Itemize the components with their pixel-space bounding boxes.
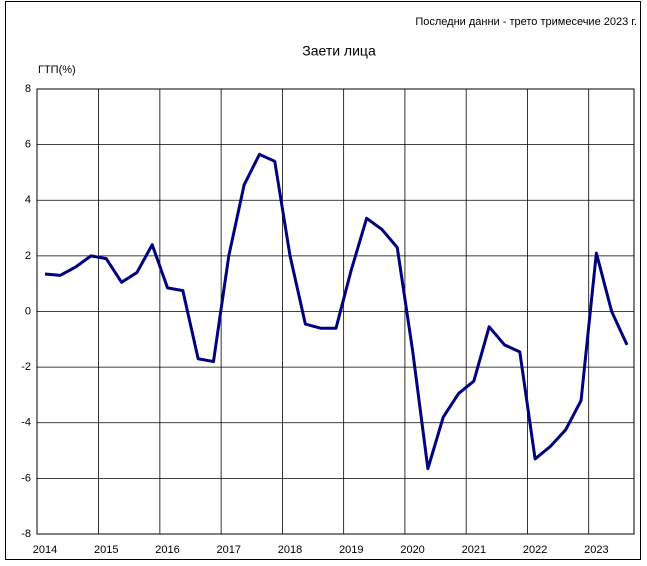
y-tick-label: 4 [25,194,31,206]
x-tick-label: 2020 [400,544,424,556]
y-tick-label: -8 [21,528,31,540]
x-tick-label: 2019 [339,544,363,556]
x-tick-label: 2021 [462,544,486,556]
x-tick-label: 2018 [278,544,302,556]
y-tick-label: 2 [25,250,31,262]
y-tick-label: -4 [21,417,31,429]
y-tick-label: 6 [25,139,31,151]
x-tick-label: 2016 [155,544,179,556]
x-tick-label: 2023 [584,544,608,556]
y-tick-label: 8 [25,83,31,95]
y-tick-label: 0 [25,305,31,317]
chart-subtitle: Последни данни - трето тримесечие 2023 г… [415,16,637,28]
x-tick-label: 2017 [217,544,241,556]
x-tick-label: 2014 [33,544,57,556]
x-tick-label: 2022 [523,544,547,556]
chart-title: Заети лица [302,43,376,59]
line-series [44,152,629,471]
frame [5,1,641,560]
y-tick-label: -6 [21,472,31,484]
y-tick-label: -2 [21,361,31,373]
y-axis-label: ГТП(%) [38,64,76,76]
x-tick-label: 2015 [94,544,118,556]
